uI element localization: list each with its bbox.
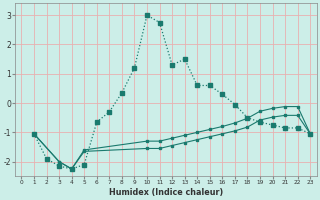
X-axis label: Humidex (Indice chaleur): Humidex (Indice chaleur) <box>109 188 223 197</box>
